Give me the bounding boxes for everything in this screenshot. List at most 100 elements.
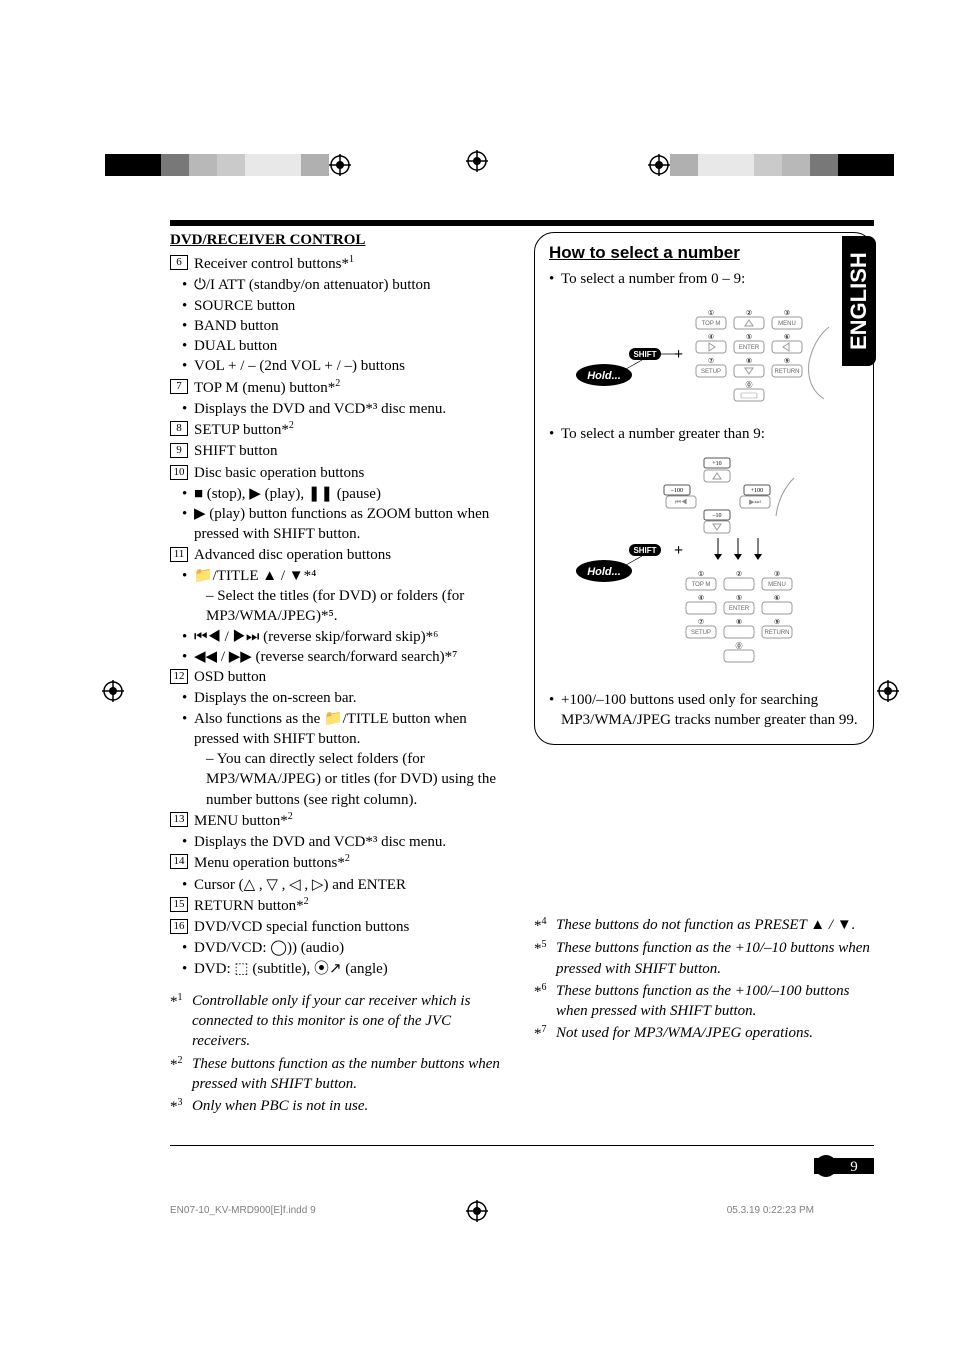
svg-text:+: + bbox=[674, 346, 683, 363]
item-number: 7 bbox=[170, 379, 188, 394]
svg-text:+100: +100 bbox=[751, 488, 763, 494]
svg-text:+: + bbox=[674, 542, 683, 559]
item-text: Receiver control buttons*1 bbox=[194, 253, 510, 274]
svg-text:⓪: ⓪ bbox=[736, 642, 743, 650]
footnote: *5These buttons function as the +10/–10 … bbox=[534, 938, 874, 979]
svg-text:④: ④ bbox=[698, 594, 704, 602]
svg-text:⏮◀: ⏮◀ bbox=[675, 498, 688, 506]
footer-filename: EN07-10_KV-MRD900[E]f.indd 9 bbox=[170, 1205, 316, 1216]
svg-text:ENTER: ENTER bbox=[729, 606, 750, 612]
remote-diagram-2: +10 –100 ⏮◀ +100 ▶⏭ –10 bbox=[549, 453, 859, 678]
footnote-mark: *7 bbox=[534, 1023, 556, 1044]
item-number: 8 bbox=[170, 421, 188, 436]
sub-item: •BAND button bbox=[170, 316, 510, 336]
sub-item-text: DUAL button bbox=[194, 336, 510, 356]
svg-text:MENU: MENU bbox=[778, 321, 796, 327]
footer-info: EN07-10_KV-MRD900[E]f.indd 9 05.3.19 0:2… bbox=[170, 1205, 814, 1216]
svg-text:SHIFT: SHIFT bbox=[633, 546, 656, 555]
sub-item: •⏻/I ATT (standby/on attenuator) button bbox=[170, 275, 510, 295]
item-text: Advanced disc operation buttons bbox=[194, 545, 510, 565]
footnote-text: These buttons function as the +100/–100 … bbox=[556, 981, 874, 1022]
footnote-text: Not used for MP3/WMA/JPEG operations. bbox=[556, 1023, 874, 1044]
footer-timestamp: 05.3.19 0:22:23 PM bbox=[727, 1205, 814, 1216]
sub-item-text: Displays the DVD and VCD*³ disc menu. bbox=[194, 399, 510, 419]
svg-text:④: ④ bbox=[708, 333, 714, 341]
svg-text:③: ③ bbox=[784, 309, 790, 317]
sub-item-text: Displays the on-screen bar. bbox=[194, 688, 510, 708]
language-tab: ENGLISH bbox=[842, 236, 876, 366]
callout-line: •To select a number greater than 9: bbox=[549, 424, 859, 444]
svg-text:①: ① bbox=[698, 570, 704, 578]
callout-note: •+100/–100 buttons used only for searchi… bbox=[549, 690, 859, 731]
sub-item-text: 📁/TITLE ▲ / ▼*⁴ bbox=[194, 566, 510, 586]
registration-bar-left bbox=[105, 150, 351, 180]
sub-item-text: ⏻/I ATT (standby/on attenuator) button bbox=[194, 275, 510, 295]
list-item: 15RETURN button*2 bbox=[170, 895, 510, 916]
callout-box: How to select a number •To select a numb… bbox=[534, 232, 874, 745]
svg-text:⑧: ⑧ bbox=[746, 357, 752, 365]
sub-item: •Displays the on-screen bar. bbox=[170, 688, 510, 708]
footnote: *6These buttons function as the +100/–10… bbox=[534, 981, 874, 1022]
item-number: 11 bbox=[170, 547, 188, 562]
sub-item-text: ■ (stop), ▶ (play), ❚❚ (pause) bbox=[194, 484, 510, 504]
section-heading: DVD/RECEIVER CONTROL bbox=[170, 232, 510, 249]
item-number: 9 bbox=[170, 443, 188, 458]
item-number: 16 bbox=[170, 919, 188, 934]
list-item: 6Receiver control buttons*1 bbox=[170, 253, 510, 274]
sub-item: •Displays the DVD and VCD*³ disc menu. bbox=[170, 832, 510, 852]
list-item: 11 Advanced disc operation buttons bbox=[170, 545, 510, 565]
svg-text:⑦: ⑦ bbox=[708, 357, 714, 365]
footnote-mark: *3 bbox=[170, 1096, 192, 1117]
list-item: 13MENU button*2 bbox=[170, 810, 510, 831]
sub-item-text: Displays the DVD and VCD*³ disc menu. bbox=[194, 832, 510, 852]
item-number: 10 bbox=[170, 465, 188, 480]
right-column: How to select a number •To select a numb… bbox=[534, 232, 874, 1119]
sub-item: – You can directly select folders (for M… bbox=[170, 749, 510, 810]
list-item: 9SHIFT button bbox=[170, 441, 510, 461]
svg-text:SHIFT: SHIFT bbox=[633, 350, 656, 359]
svg-text:–10: –10 bbox=[712, 513, 722, 519]
footnote-mark: *4 bbox=[534, 915, 556, 936]
sub-item: •Displays the DVD and VCD*³ disc menu. bbox=[170, 399, 510, 419]
svg-text:⑤: ⑤ bbox=[746, 333, 752, 341]
svg-text:⑥: ⑥ bbox=[784, 333, 790, 341]
footnote-text: These buttons function as the number but… bbox=[192, 1054, 510, 1095]
list-item: 10 Disc basic operation buttons bbox=[170, 463, 510, 483]
sub-item-text: DVD/VCD: ◯)) (audio) bbox=[194, 938, 510, 958]
footnote: *7Not used for MP3/WMA/JPEG operations. bbox=[534, 1023, 874, 1044]
list-item: 8SETUP button*2 bbox=[170, 419, 510, 440]
item-number: 14 bbox=[170, 854, 188, 869]
sub-item-text: Cursor (△ , ▽ , ◁ , ▷) and ENTER bbox=[194, 875, 510, 895]
list-item: 16 DVD/VCD special function buttons bbox=[170, 917, 510, 937]
item-text: Disc basic operation buttons bbox=[194, 463, 510, 483]
item-text: TOP M (menu) button*2 bbox=[194, 377, 510, 398]
svg-text:②: ② bbox=[746, 309, 752, 317]
svg-text:+10: +10 bbox=[712, 461, 721, 467]
callout-line: •To select a number from 0 – 9: bbox=[549, 269, 859, 289]
item-text: DVD/VCD special function buttons bbox=[194, 917, 510, 937]
list-item: 14Menu operation buttons*2 bbox=[170, 852, 510, 873]
sub-item: •▶ (play) button functions as ZOOM butto… bbox=[170, 504, 510, 545]
footnote: *1Controllable only if your car receiver… bbox=[170, 991, 510, 1052]
footnote-mark: *2 bbox=[170, 1054, 192, 1095]
svg-text:⑨: ⑨ bbox=[774, 618, 780, 626]
item-number: 15 bbox=[170, 897, 188, 912]
list-item: 7 TOP M (menu) button*2 bbox=[170, 377, 510, 398]
page-number-pill: 9 bbox=[814, 1155, 874, 1177]
top-rule bbox=[170, 220, 874, 226]
bottom-rule bbox=[170, 1145, 874, 1146]
sub-item: •Also functions as the 📁/TITLE button wh… bbox=[170, 709, 510, 750]
item-text: OSD button bbox=[194, 667, 510, 687]
registration-mark-icon bbox=[877, 680, 899, 702]
svg-text:Hold...: Hold... bbox=[587, 566, 621, 578]
sub-item-text: ▶ (play) button functions as ZOOM button… bbox=[194, 504, 510, 545]
svg-text:⓪: ⓪ bbox=[746, 381, 753, 389]
svg-text:–100: –100 bbox=[670, 488, 683, 494]
svg-text:ENTER: ENTER bbox=[739, 345, 760, 351]
svg-text:Hold...: Hold... bbox=[587, 370, 621, 382]
registration-mark-icon bbox=[102, 680, 124, 702]
registration-mark-icon bbox=[648, 154, 670, 176]
svg-text:RETURN: RETURN bbox=[775, 369, 800, 375]
sub-item: •⏮◀ / ▶⏭ (reverse skip/forward skip)*⁶ bbox=[170, 627, 510, 647]
footnote: *2These buttons function as the number b… bbox=[170, 1054, 510, 1095]
